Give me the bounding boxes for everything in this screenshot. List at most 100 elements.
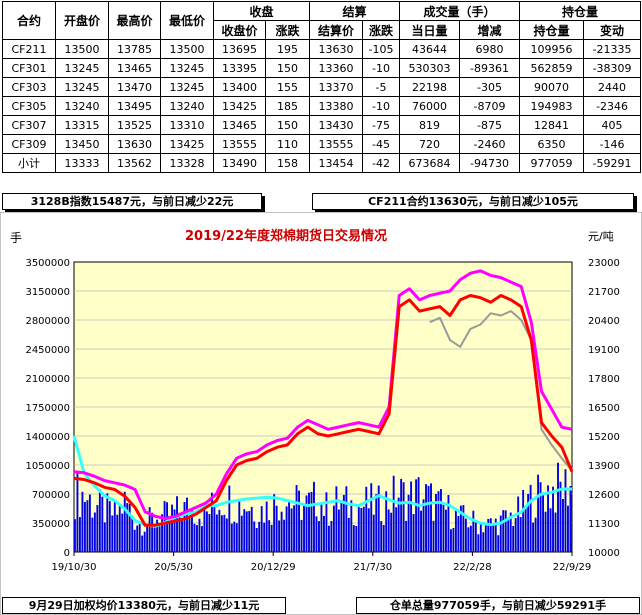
volume-bar: [196, 525, 198, 552]
table-cell: 13395: [213, 58, 266, 78]
table-cell: -59291: [583, 153, 642, 173]
table-cell: 小计: [2, 153, 56, 173]
volume-bar: [106, 493, 109, 552]
volume-bar: [163, 501, 166, 552]
y-left-tick-label: 2800000: [25, 316, 70, 327]
volume-bar: [183, 502, 186, 552]
y-right-tick-label: 12600: [588, 490, 620, 501]
table-cell: -875: [459, 115, 521, 135]
y-left-tick-label: 1400000: [25, 432, 70, 443]
volume-bar: [372, 514, 375, 552]
volume-bar: [308, 492, 310, 552]
x-tick-label: 20/5/30: [154, 562, 193, 573]
volume-bar: [427, 485, 430, 552]
volume-bar: [188, 517, 191, 552]
volume-bar: [285, 506, 288, 552]
header-cell: 变动: [583, 20, 642, 40]
volume-bar: [559, 481, 562, 552]
table-cell: 13490: [213, 153, 266, 173]
volume-bar: [392, 475, 395, 552]
x-tick-label: 20/12/29: [251, 562, 296, 573]
table-cell: -75: [362, 115, 401, 135]
volume-bar: [342, 494, 345, 552]
volume-bar: [494, 518, 497, 552]
volume-bar: [310, 491, 313, 552]
volume-bar: [554, 512, 557, 552]
table-cell: 13555: [309, 134, 364, 154]
x-tick-label: 21/7/30: [354, 562, 393, 573]
volume-bar: [442, 503, 445, 552]
header-cell: 增减: [459, 20, 521, 40]
index-line: [73, 269, 573, 520]
table-cell: 2440: [583, 77, 642, 97]
volume-bar: [512, 525, 515, 552]
y-left-tick-label: 2100000: [25, 374, 70, 385]
table-cell: 530303: [399, 58, 461, 78]
volume-bar: [432, 520, 435, 552]
volume-bar: [509, 512, 512, 552]
table-cell: 13465: [108, 58, 161, 78]
volume-bar: [250, 506, 253, 552]
volume-bar: [113, 500, 116, 552]
table-cell: 13245: [160, 58, 214, 78]
volume-bar: [325, 492, 328, 552]
volume-bar: [200, 526, 203, 552]
volume-bar: [305, 495, 308, 552]
volume-bar: [275, 505, 278, 552]
table-cell: 110: [264, 134, 311, 154]
volume-bar: [474, 521, 477, 552]
table-cell: 6350: [519, 134, 585, 154]
volume-bar: [88, 494, 91, 552]
volume-bar: [81, 491, 84, 552]
volume-bar: [469, 525, 472, 552]
group-header-settle: 结算: [309, 1, 401, 21]
header-cell: 结算价: [309, 20, 364, 40]
table-cell: 562859: [519, 58, 585, 78]
volume-bar: [78, 517, 81, 552]
table-cell: 13562: [108, 153, 161, 173]
volume-bar: [440, 489, 442, 552]
y-right-tick-label: 15200: [588, 432, 620, 443]
volume-bar: [492, 523, 495, 552]
header-cell: 收盘价: [213, 20, 266, 40]
table-cell: 6980: [459, 39, 521, 59]
volume-bar: [430, 483, 432, 552]
volume-bar: [193, 523, 196, 552]
volume-bar: [360, 507, 363, 552]
volume-bar: [313, 481, 315, 552]
volume-bar: [569, 486, 572, 552]
volume-bar: [402, 482, 405, 552]
table-cell: CF309: [2, 134, 56, 154]
volume-bar: [385, 491, 388, 552]
volume-bar: [168, 515, 171, 552]
contract-info-box: CF211合约13630元，与前日减少105元: [312, 193, 634, 210]
table-cell: CF301: [2, 58, 56, 78]
y-right-tick-label: 20400: [588, 316, 620, 327]
x-tick-label: 22/9/29: [553, 562, 592, 573]
table-cell: 673684: [399, 153, 461, 173]
volume-bar: [230, 523, 233, 552]
volume-bar: [141, 535, 144, 552]
volume-bar: [547, 485, 549, 552]
volume-bar: [181, 520, 183, 552]
volume-bar: [447, 495, 450, 552]
volume-bar: [143, 531, 146, 552]
header-cell: 合约: [2, 1, 56, 40]
volume-bar: [479, 523, 482, 552]
volume-bar: [482, 532, 485, 552]
volume-bar: [539, 482, 542, 552]
volume-bar: [457, 515, 460, 552]
volume-bar: [487, 518, 490, 552]
volume-bar: [357, 507, 360, 552]
y-left-tick-label: 3150000: [25, 287, 70, 298]
x-tick-label: 19/10/30: [52, 562, 97, 573]
table-cell: 13465: [213, 115, 266, 135]
volume-bar: [213, 505, 216, 552]
table-cell: -45: [362, 134, 401, 154]
header-cell: 涨跌: [362, 20, 401, 40]
table-cell: -10: [362, 96, 401, 116]
table-cell: 150: [264, 115, 311, 135]
table-cell: 13245: [55, 77, 109, 97]
chart-title: 2019/22年度郑棉期货日交易情况: [185, 228, 387, 244]
volume-bar: [335, 486, 338, 552]
